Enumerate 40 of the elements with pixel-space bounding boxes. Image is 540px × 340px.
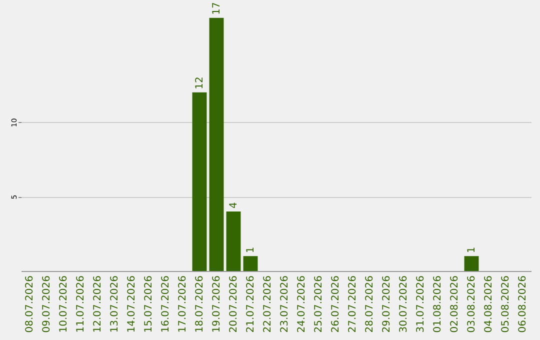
x-tick-label: 14.07.2026	[126, 276, 138, 333]
x-tick-label: 28.07.2026	[364, 276, 376, 333]
x-tick-label: 09.07.2026	[42, 276, 52, 333]
x-tick-label: 27.07.2026	[348, 276, 358, 333]
x-tick-label: 03.08.2026	[466, 276, 478, 333]
x-tick-label: 15.07.2026	[144, 276, 154, 333]
data-label: 1	[246, 246, 256, 254]
data-label: 4	[228, 202, 240, 208]
x-tick-label: 26.07.2026	[330, 276, 342, 333]
x-tick-label: 01.08.2026	[432, 276, 444, 333]
bar	[209, 18, 224, 271]
x-tick-label: 05.08.2026	[500, 276, 512, 333]
data-label: 17	[212, 2, 222, 15]
x-tick-label: 23.07.2026	[280, 276, 290, 333]
x-tick-label: 17.07.2026	[178, 276, 188, 333]
data-label: 1	[466, 246, 478, 254]
x-tick-label: 06.08.2026	[518, 276, 528, 333]
x-tick-label: 08.07.2026	[24, 276, 36, 333]
x-tick-label: 02.08.2026	[450, 276, 460, 333]
x-tick-label: 12.07.2026	[92, 276, 104, 333]
x-tick-label: 22.07.2026	[262, 276, 274, 333]
x-tick-label: 21.07.2026	[246, 276, 256, 333]
x-tick-label: 31.07.2026	[416, 276, 426, 333]
x-tick-label: 16.07.2026	[160, 276, 172, 333]
x-tick-label: 30.07.2026	[398, 276, 410, 333]
bar	[464, 256, 479, 271]
x-tick-label: 13.07.2026	[110, 276, 120, 333]
x-tick-label: 20.07.2026	[228, 276, 240, 333]
x-tick-label: 29.07.2026	[382, 276, 392, 333]
x-tick-label: 11.07.2026	[76, 276, 86, 333]
x-tick-label: 18.07.2026	[194, 276, 206, 333]
bar	[243, 256, 258, 271]
x-tick-label: 24.07.2026	[296, 276, 308, 333]
bar	[192, 92, 207, 271]
data-label: 12	[194, 76, 206, 90]
bar	[226, 211, 241, 271]
x-tick-label: 04.08.2026	[484, 276, 494, 333]
x-tick-label: 10.07.2026	[58, 276, 70, 333]
x-tick-label: 19.07.2026	[212, 276, 222, 333]
x-tick-label: 25.07.2026	[314, 276, 324, 333]
